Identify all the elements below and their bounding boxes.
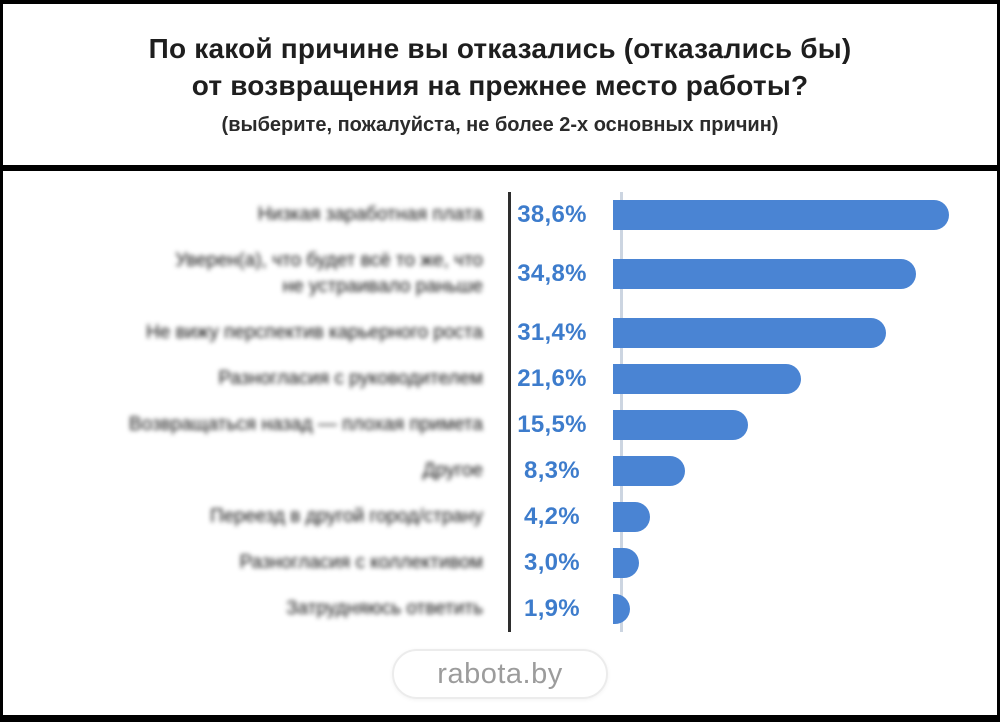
page-subtitle: (выберите, пожалуйста, не более 2-х осно… xyxy=(221,114,779,136)
title-line-2: от возвращения на прежнее место работы? xyxy=(191,70,809,101)
category-label: Низкая заработная плата xyxy=(257,204,483,225)
category-label: Другое xyxy=(422,460,483,481)
chart-row: Возвращаться назад — плохая примета 15,5… xyxy=(3,402,997,448)
bar-chart: Низкая заработная плата 38,6% Уверен(а),… xyxy=(3,192,997,632)
value-label: 1,9% xyxy=(524,595,580,622)
chart-row: Разногласия с руководителем 21,6% xyxy=(3,356,997,402)
bar-track xyxy=(613,456,997,486)
bar xyxy=(613,364,801,394)
category-label: Уверен(а), что будет всё то же, что не ус… xyxy=(175,250,483,297)
chart-row: Не вижу перспектив карьерного роста 31,4… xyxy=(3,310,997,356)
bar xyxy=(613,200,949,230)
category-label: Переезд в другой город/страну xyxy=(210,506,483,527)
header: По какой причине вы отказались (отказали… xyxy=(3,4,997,138)
rabota-by-logo-text: rabota.by xyxy=(437,657,563,690)
title-divider xyxy=(3,165,997,171)
bar-track xyxy=(613,318,997,348)
bar-track xyxy=(613,200,997,230)
category-label: Разногласия с коллективом xyxy=(239,552,483,573)
chart-row: Уверен(а), что будет всё то же, что не ус… xyxy=(3,238,997,310)
value-label: 31,4% xyxy=(517,319,587,346)
category-label: Разногласия с руководителем xyxy=(218,368,483,389)
bar-track xyxy=(613,594,997,624)
bar xyxy=(613,259,916,289)
bar-track xyxy=(613,364,997,394)
chart-row: Низкая заработная плата 38,6% xyxy=(3,192,997,238)
bar-track xyxy=(613,410,997,440)
value-label: 3,0% xyxy=(524,549,580,576)
bar xyxy=(613,456,686,486)
value-label: 15,5% xyxy=(517,411,587,438)
bar xyxy=(613,594,630,624)
value-label: 4,2% xyxy=(524,503,580,530)
category-label: Не вижу перспектив карьерного роста xyxy=(146,322,483,343)
value-label: 8,3% xyxy=(524,457,580,484)
category-label: Возвращаться назад — плохая примета xyxy=(128,414,483,435)
bar-track xyxy=(613,502,997,532)
bar xyxy=(613,502,650,532)
title-line-1: По какой причине вы отказались (отказали… xyxy=(148,33,852,64)
value-label: 38,6% xyxy=(517,201,587,228)
bar-track xyxy=(613,548,997,578)
value-label: 34,8% xyxy=(517,260,587,287)
chart-row: Разногласия с коллективом 3,0% xyxy=(3,540,997,586)
bar xyxy=(613,318,887,348)
rabota-by-logo: rabota.by xyxy=(392,649,608,699)
chart-row: Другое 8,3% xyxy=(3,448,997,494)
chart-row: Затрудняюсь ответить 1,9% xyxy=(3,586,997,632)
value-label: 21,6% xyxy=(517,365,587,392)
bar xyxy=(613,410,748,440)
bar-track xyxy=(613,259,997,289)
axis-divider-dark xyxy=(508,192,511,632)
category-label: Затрудняюсь ответить xyxy=(286,598,483,619)
bar xyxy=(613,548,640,578)
chart-row: Переезд в другой город/страну 4,2% xyxy=(3,494,997,540)
page-title: По какой причине вы отказались (отказали… xyxy=(3,30,997,104)
